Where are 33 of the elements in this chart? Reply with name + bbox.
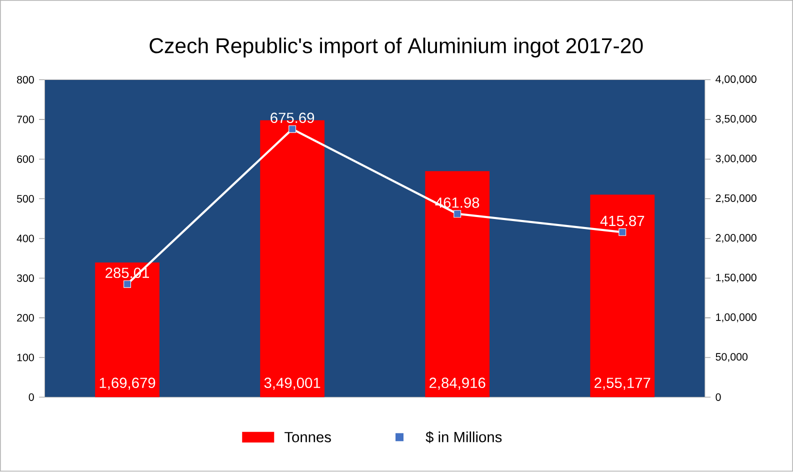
point (124, 280, 132, 288)
data-label: 2,84,916 (430, 378, 486, 390)
data-label: 415.87 (600, 216, 644, 226)
y-tick-label: 500 (16, 195, 34, 203)
y-tick-label: 600 (17, 156, 34, 164)
y2-tick-label: 4,00,000 (716, 76, 756, 84)
y-tick-label: 400 (16, 234, 34, 242)
y-tick-label: 0 (28, 394, 34, 402)
y2-tick-label: 50,000 (716, 353, 748, 362)
bar (95, 262, 160, 398)
y-tick-label: 300 (16, 274, 34, 282)
bar (425, 171, 490, 398)
y2-tick-label: 2,00,000 (716, 234, 756, 244)
data-label: 2,55,177 (594, 378, 650, 390)
y-tick-label: 700 (17, 116, 34, 124)
y-tick-label: 100 (17, 354, 34, 362)
bar (590, 194, 655, 398)
y2-tick-label: 2,50,000 (716, 194, 756, 204)
legend-label: $ in Millions (426, 431, 502, 444)
legend-label: Tonnes (284, 432, 331, 442)
data-label: 1,69,679 (100, 378, 156, 390)
point (454, 210, 462, 218)
y2-tick-label: 0 (716, 394, 721, 402)
y-tick-label: 200 (17, 314, 34, 322)
point (288, 126, 296, 134)
y2-tick-label: 3,00,000 (716, 154, 756, 164)
y2-tick-label: 3,50,000 (716, 115, 756, 124)
y2-tick-label: 1,00,000 (716, 314, 756, 322)
y2-tick-label: 1,50,000 (716, 274, 756, 283)
data-label: 3,49,001 (264, 378, 320, 390)
chart-title: Czech Republic's import of Aluminium ingot 2017-20 (150, 38, 643, 58)
y-tick-label: 800 (17, 76, 34, 84)
point (618, 228, 626, 236)
